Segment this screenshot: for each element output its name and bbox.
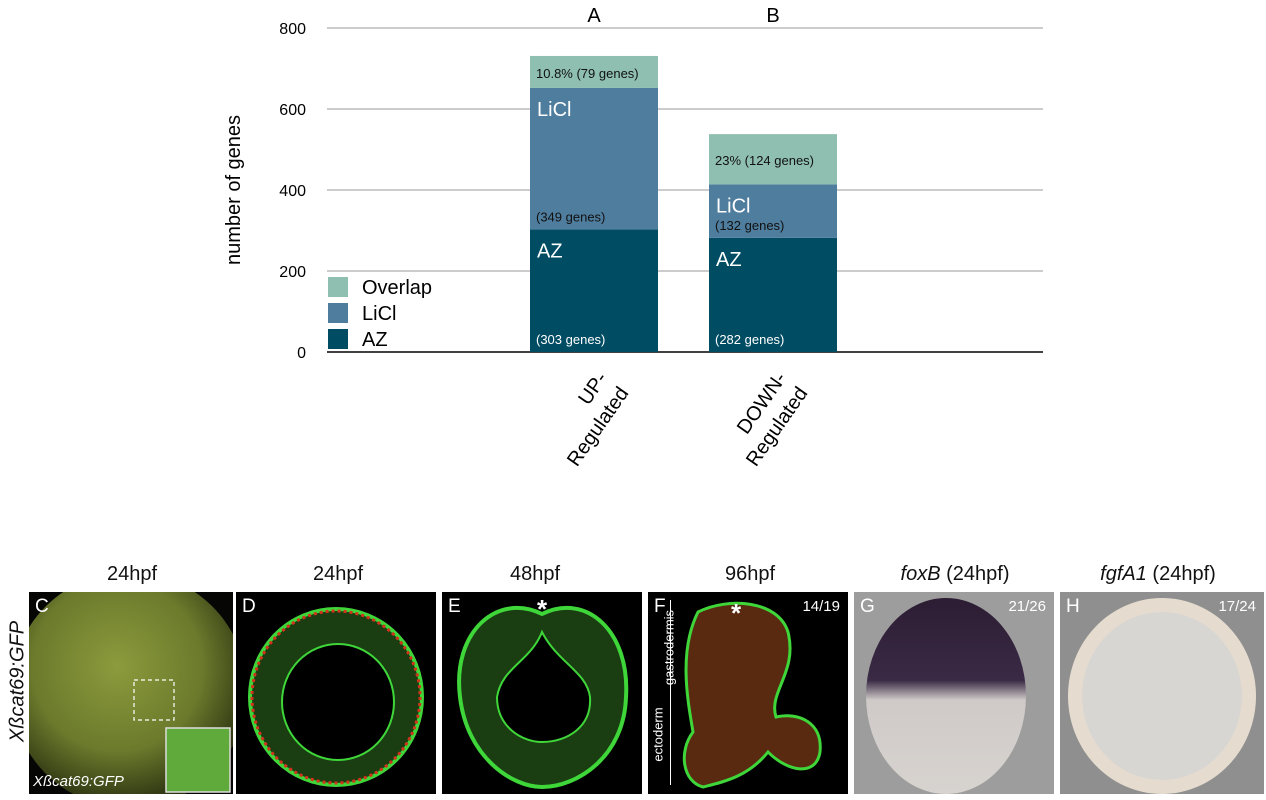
panel-f-label: F bbox=[654, 596, 666, 617]
bar-segment bbox=[709, 237, 837, 352]
bar-segment bbox=[530, 87, 658, 230]
panel-g-image: G 21/26 bbox=[854, 592, 1054, 794]
legend-label: AZ bbox=[362, 329, 388, 351]
segment-annotation: (303 genes) bbox=[536, 332, 605, 347]
bar-top-label: B bbox=[766, 5, 779, 27]
y-tick-label: 0 bbox=[297, 345, 306, 362]
y-tick-label: 200 bbox=[279, 264, 306, 281]
gastrodermis-label: gastrodermis bbox=[661, 609, 677, 686]
panel-g-count: 21/26 bbox=[1008, 598, 1046, 615]
panel-c-inset-label: Xßcat69:GFP bbox=[33, 773, 124, 790]
panel-d-label: D bbox=[242, 596, 256, 617]
legend-swatch bbox=[328, 277, 348, 297]
segment-label: AZ bbox=[537, 240, 563, 262]
legend-label: Overlap bbox=[362, 277, 432, 299]
segment-label: LiCl bbox=[537, 99, 571, 121]
panel-h-image: H 17/24 bbox=[1060, 592, 1264, 794]
y-tick-label: 400 bbox=[279, 183, 306, 200]
legend-swatch bbox=[328, 303, 348, 323]
embryo-gfp-image bbox=[29, 592, 233, 794]
panel-f-image: F * 14/19 gastrodermis ectoderm bbox=[648, 592, 848, 794]
y-tick-label: 800 bbox=[279, 21, 306, 38]
panel-e-marker: * bbox=[537, 594, 548, 624]
embryo-section-96hpf bbox=[682, 601, 822, 789]
ectoderm-label: ectoderm bbox=[650, 707, 666, 762]
embryo-insitu-foxb bbox=[866, 598, 1026, 794]
embryo-insitu-fgfa1 bbox=[1068, 598, 1256, 794]
panel-f-count: 14/19 bbox=[802, 598, 840, 615]
panel-h-label: H bbox=[1066, 596, 1080, 617]
panel-g-title: foxB (24hpf) bbox=[900, 563, 1010, 585]
y-tick-label: 600 bbox=[279, 102, 306, 119]
segment-annotation: (349 genes) bbox=[536, 209, 605, 224]
panel-e-label: E bbox=[448, 596, 461, 617]
panel-f-marker: * bbox=[731, 598, 742, 628]
segment-annotation: 10.8% (79 genes) bbox=[536, 66, 639, 81]
y-axis-label: number of genes bbox=[223, 115, 245, 265]
panel-h-title: fgfA1 (24hpf) bbox=[1100, 563, 1216, 585]
segment-annotation: (282 genes) bbox=[715, 332, 784, 347]
panel-e-image: E * bbox=[442, 592, 642, 794]
side-label: Xßcat69:GFP bbox=[6, 620, 29, 743]
gene-count-bar-chart: 0 200 400 600 800 AZ (303 genes) LiCl (349 gene… bbox=[223, 5, 1043, 470]
segment-label: LiCl bbox=[716, 195, 750, 217]
panel-c-label: C bbox=[35, 596, 49, 617]
panel-h-count: 17/24 bbox=[1218, 598, 1256, 615]
legend-swatch bbox=[328, 329, 348, 349]
bar-segment bbox=[709, 134, 837, 185]
panel-c-title: 24hpf bbox=[106, 563, 158, 585]
legend-label: LiCl bbox=[362, 303, 396, 325]
bar-segment bbox=[709, 184, 837, 238]
embryo-section-24hpf bbox=[248, 607, 424, 787]
panel-c-image: C Xßcat69:GFP bbox=[29, 592, 233, 794]
x-tick-label: DOWN-Regulated bbox=[733, 368, 812, 470]
x-tick-label: UP-Regulated bbox=[563, 368, 633, 470]
panel-g-label: G bbox=[860, 596, 875, 617]
segment-annotation: (132 genes) bbox=[715, 218, 784, 233]
panel-e-title: 48hpf bbox=[509, 563, 561, 585]
bar-top-label: A bbox=[587, 5, 601, 27]
segment-label: AZ bbox=[716, 249, 742, 271]
bar-segment bbox=[530, 229, 658, 352]
segment-annotation: 23% (124 genes) bbox=[715, 153, 814, 168]
panel-f-title: 96hpf bbox=[724, 563, 776, 585]
panel-d-image: D bbox=[236, 592, 436, 794]
tissue-divider bbox=[670, 600, 671, 785]
embryo-section-48hpf bbox=[457, 606, 629, 790]
panel-d-title: 24hpf bbox=[312, 563, 364, 585]
bar-segment bbox=[530, 55, 658, 88]
